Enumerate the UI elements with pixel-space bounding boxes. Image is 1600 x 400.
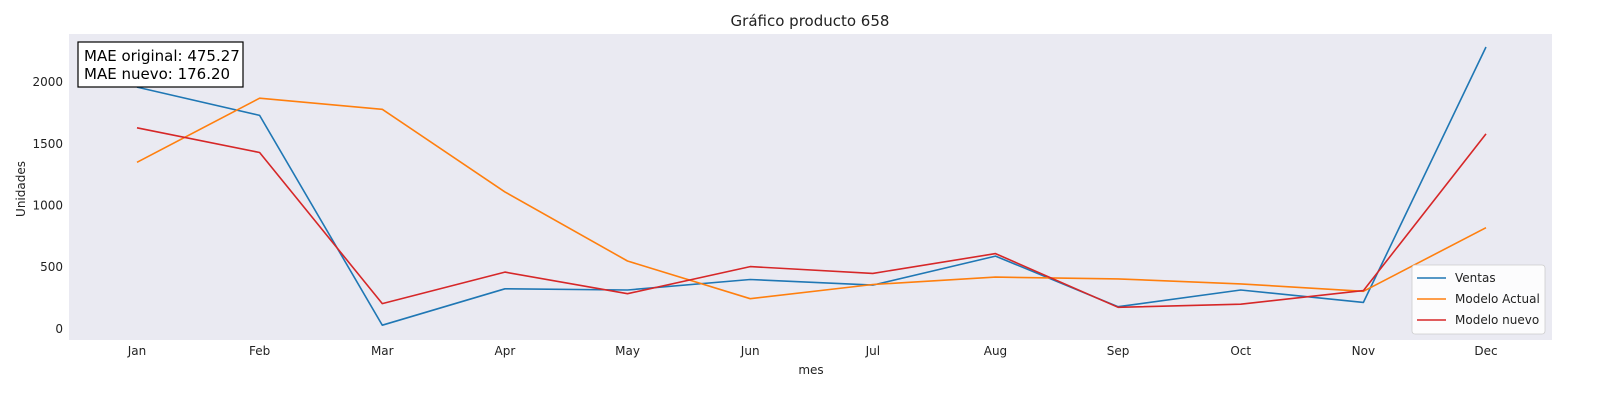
chart-title: Gráfico producto 658	[731, 12, 890, 30]
x-tick-label: Oct	[1230, 344, 1251, 358]
x-tick-label: May	[615, 344, 640, 358]
series-line-ventas	[136, 46, 1487, 327]
x-tick-labels: Jan Feb Mar Apr May Jun Jul Aug Sep Oct Nov Dec	[127, 344, 1498, 358]
x-tick-label: Jul	[865, 344, 880, 358]
legend: Ventas Modelo Actual Modelo nuevo	[1411, 264, 1546, 335]
annotation-box: MAE original: 475.27 MAE nuevo: 176.20	[77, 41, 244, 88]
x-tick-label: Mar	[371, 344, 394, 358]
x-tick-label: Jan	[127, 344, 147, 358]
legend-label: Modelo Actual	[1455, 292, 1540, 306]
x-tick-label: Jun	[740, 344, 760, 358]
plot-area	[69, 34, 1552, 340]
series-line-modelo-actual	[136, 97, 1487, 300]
y-tick-label: 1000	[32, 199, 63, 213]
annotation-frame	[77, 41, 244, 88]
x-tick-label: Dec	[1474, 344, 1497, 358]
series-line-modelo-nuevo	[136, 127, 1487, 309]
x-tick-label: Nov	[1352, 344, 1375, 358]
x-tick-label: Sep	[1107, 344, 1130, 358]
x-axis-label: mes	[798, 363, 823, 377]
x-tick-label: Aug	[984, 344, 1007, 358]
x-tick-label: Feb	[249, 344, 270, 358]
legend-frame	[1411, 264, 1546, 335]
legend-label: Ventas	[1455, 271, 1496, 285]
y-axis-label: Unidades	[14, 161, 28, 217]
annotation-line-2: MAE nuevo: 176.20	[84, 65, 230, 83]
x-tick-label: Apr	[495, 344, 516, 358]
y-tick-labels: 0 500 1000 1500 2000	[32, 75, 63, 336]
annotation-line-1: MAE original: 475.27	[84, 47, 240, 65]
legend-label: Modelo nuevo	[1455, 313, 1539, 327]
y-tick-label: 1500	[32, 137, 63, 151]
series-lines	[136, 46, 1487, 327]
y-tick-label: 2000	[32, 75, 63, 89]
y-tick-label: 0	[55, 322, 63, 336]
y-tick-label: 500	[40, 260, 63, 274]
